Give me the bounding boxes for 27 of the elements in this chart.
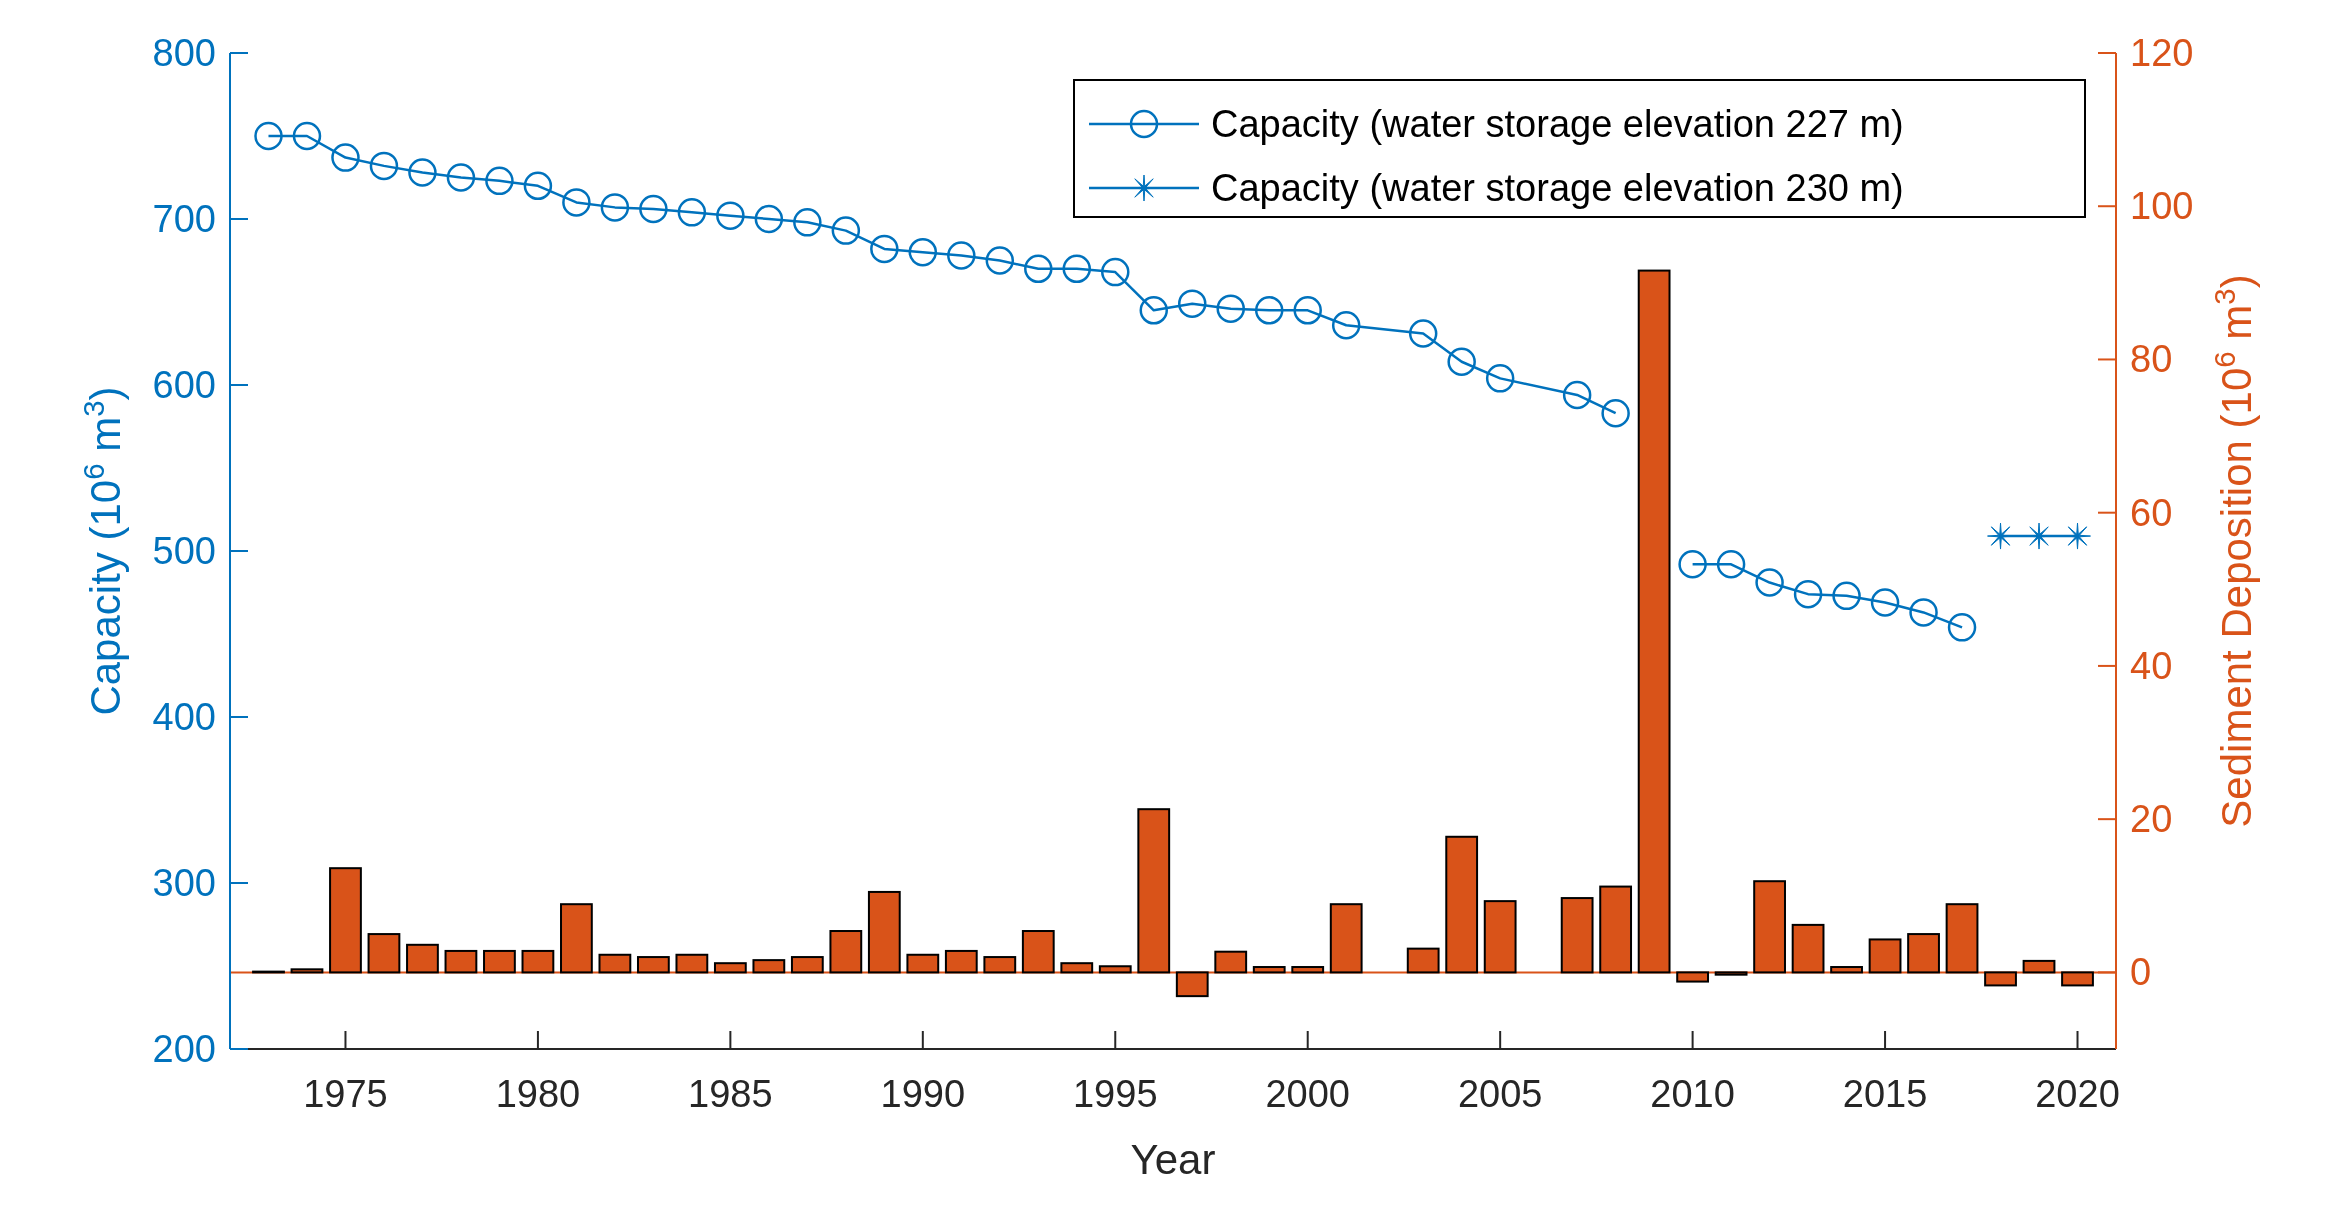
x-tick-label: 1980 xyxy=(495,1073,581,1115)
y2-tick-label: 40 xyxy=(2130,644,2173,687)
x-tick-label: 2000 xyxy=(1265,1073,1350,1115)
y-tick-label: 600 xyxy=(152,364,216,406)
y-tick-label: 800 xyxy=(152,32,216,74)
x-axis-title: Year xyxy=(1130,1136,1216,1183)
y-tick-label: 400 xyxy=(152,696,216,738)
y2-tick-label: 80 xyxy=(2130,338,2173,381)
x-tick-label: 2010 xyxy=(1650,1073,1735,1115)
y2-tick-label: 20 xyxy=(2130,798,2173,841)
y-tick-label: 700 xyxy=(152,198,216,240)
legend-label: Capacity (water storage elevation 230 m) xyxy=(1211,167,1904,209)
y2-tick-label: 0 xyxy=(2130,951,2152,994)
y2-tick-label: 120 xyxy=(2130,32,2194,74)
x-tick-label: 1995 xyxy=(1072,1073,1158,1115)
x-tick-label: 2005 xyxy=(1457,1073,1543,1115)
x-tick-label: 1985 xyxy=(688,1073,773,1115)
y2-tick-label: 100 xyxy=(2130,185,2194,228)
legend-label: Capacity (water storage elevation 227 m) xyxy=(1211,103,1904,145)
x-tick-label: 1975 xyxy=(303,1073,388,1115)
y-tick-label: 300 xyxy=(152,862,216,904)
x-tick-label: 1990 xyxy=(880,1073,966,1115)
x-tick-label: 2015 xyxy=(1842,1073,1928,1115)
y-tick-label: 200 xyxy=(152,1028,216,1070)
y2-tick-label: 60 xyxy=(2130,491,2173,534)
y-tick-label: 500 xyxy=(152,530,216,572)
x-tick-label: 2020 xyxy=(2035,1073,2120,1115)
